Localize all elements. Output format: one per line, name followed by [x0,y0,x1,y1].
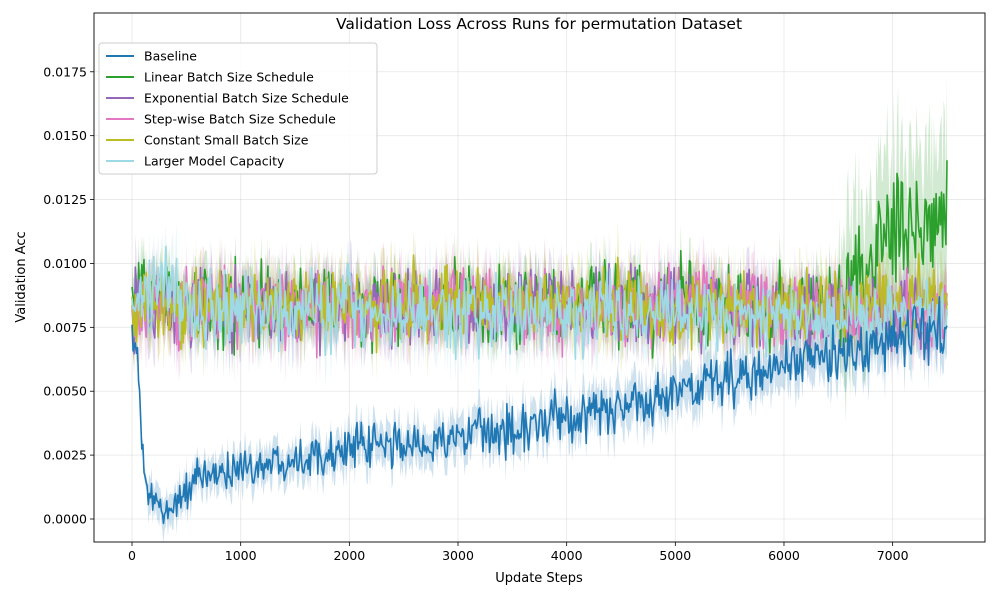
x-tick-label: 5000 [659,548,691,563]
x-tick-label: 7000 [877,548,909,563]
series-line-baseline [131,296,948,525]
legend-label: Constant Small Batch Size [144,133,309,148]
y-tick-label: 0.0175 [43,64,87,79]
x-tick-label: 6000 [768,548,800,563]
series-lines [131,160,948,525]
axis-ticks: 0 1000 2000 3000 4000 5000 6000 7000 0.0000 0.002… [43,64,908,563]
legend-label: Larger Model Capacity [144,154,285,169]
x-tick-label: 1000 [225,548,257,563]
legend-box [98,42,378,175]
y-tick-label: 0.0100 [43,256,87,271]
legend-label: Linear Batch Size Schedule [144,70,314,85]
y-tick-label: 0.0075 [43,320,87,335]
y-tick-label: 0.0150 [43,128,87,143]
legend: Baseline Linear Batch Size Schedule Expone… [98,42,378,175]
legend-label: Step-wise Batch Size Schedule [144,112,336,127]
x-tick-label: 0 [128,548,136,563]
y-tick-label: 0.0050 [43,384,87,399]
y-axis-label: Validation Acc [14,231,29,322]
series-line-larger-model-capacity [131,245,948,361]
y-tick-label: 0.0125 [43,192,87,207]
x-tick-label: 2000 [333,548,365,563]
band-baseline [132,277,947,544]
series-line-linear-batch-size-schedule [131,160,948,359]
plot-frame [93,12,986,543]
legend-label: Exponential Batch Size Schedule [144,91,349,106]
chart-title: Validation Loss Across Runs for permutat… [336,15,742,33]
legend-label: Baseline [144,49,197,64]
x-axis-label: Update Steps [495,571,583,586]
x-tick-label: 4000 [551,548,583,563]
y-tick-label: 0.0025 [43,448,87,463]
x-tick-label: 3000 [442,548,474,563]
y-tick-label: 0.0000 [43,512,87,527]
